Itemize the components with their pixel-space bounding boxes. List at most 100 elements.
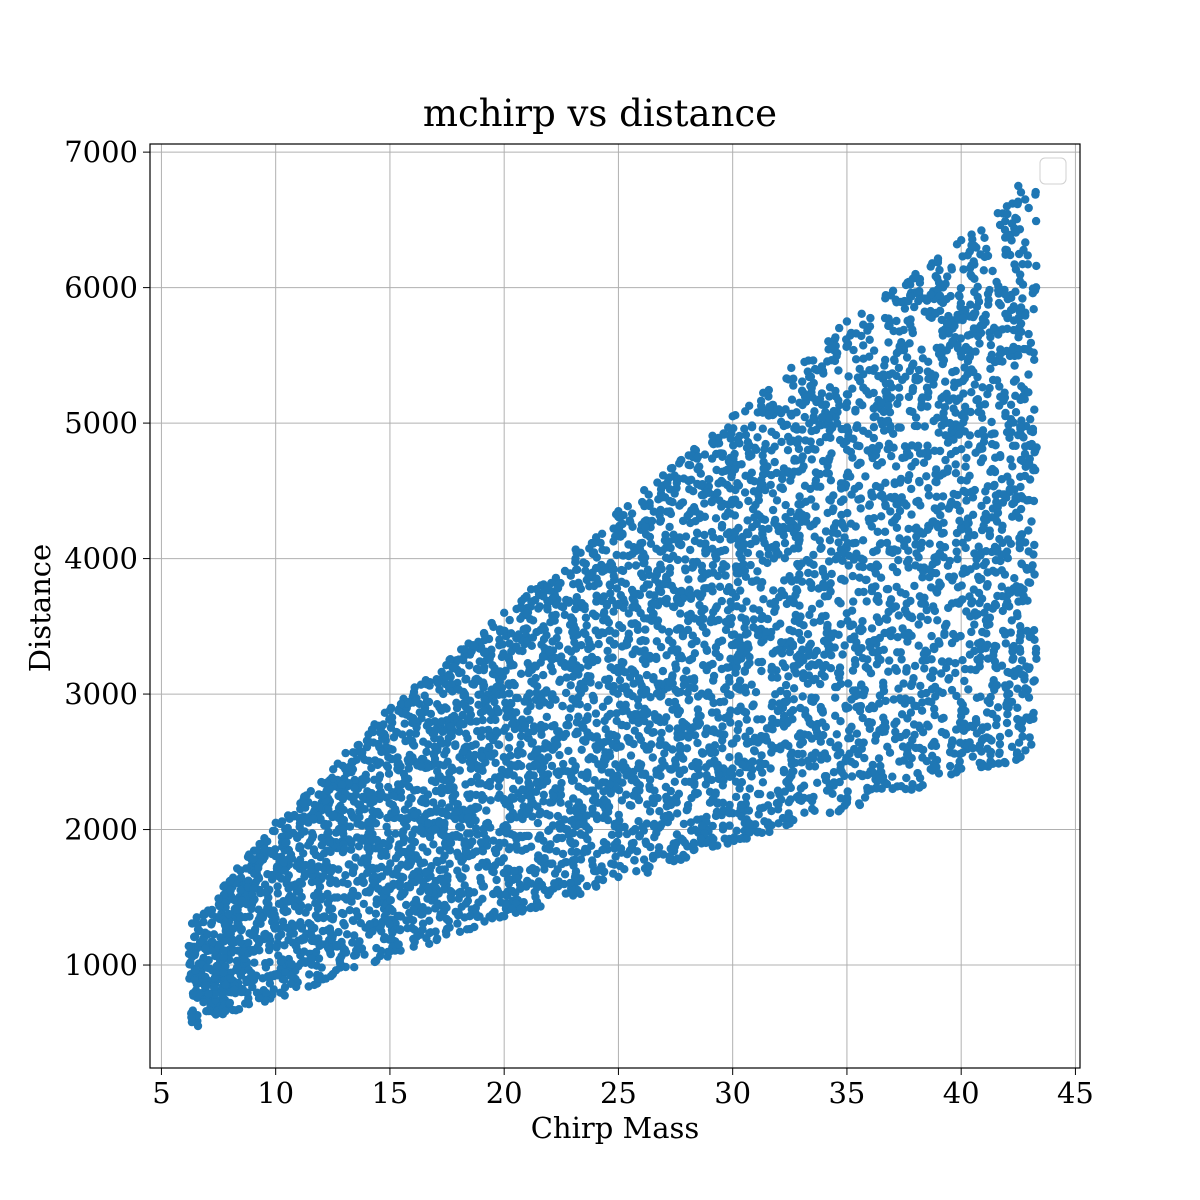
scatter-point: [701, 763, 711, 772]
scatter-point: [233, 905, 242, 914]
scatter-point: [844, 372, 853, 381]
scatter-point: [437, 667, 446, 677]
scatter-point: [555, 750, 564, 760]
scatter-point: [974, 550, 983, 559]
scatter-point: [948, 368, 957, 377]
scatter-point: [714, 479, 723, 488]
scatter-point: [368, 727, 378, 737]
scatter-point: [854, 495, 863, 504]
scatter-point: [917, 345, 926, 354]
scatter-point: [698, 749, 707, 758]
scatter-point: [994, 298, 1004, 308]
scatter-point: [535, 701, 544, 710]
scatter-point: [254, 905, 263, 914]
scatter-point: [990, 429, 999, 438]
scatter-point: [973, 639, 983, 648]
scatter-point: [880, 313, 890, 323]
scatter-point: [973, 282, 982, 291]
scatter-point: [956, 523, 966, 532]
scatter-point: [804, 568, 813, 578]
scatter-point: [618, 530, 627, 539]
scatter-point: [572, 847, 581, 857]
scatter-point: [708, 659, 717, 669]
scatter-point: [854, 647, 863, 657]
scatter-point: [731, 792, 741, 802]
scatter-point: [1008, 441, 1018, 450]
scatter-point: [645, 532, 655, 542]
scatter-point: [871, 412, 880, 421]
scatter-point: [1024, 203, 1033, 213]
scatter-point: [553, 833, 563, 843]
scatter-point: [341, 871, 350, 880]
scatter-point: [893, 399, 902, 408]
scatter-point: [757, 638, 766, 647]
scatter-point: [652, 689, 662, 698]
scatter-point: [780, 538, 790, 548]
scatter-point: [810, 570, 819, 579]
scatter-point: [805, 610, 814, 620]
scatter-point: [923, 402, 932, 411]
scatter-point: [712, 807, 722, 816]
scatter-point: [875, 699, 884, 708]
scatter-point: [465, 793, 474, 803]
scatter-point: [811, 724, 821, 733]
scatter-point: [727, 500, 736, 509]
scatter-point: [645, 775, 655, 784]
scatter-point: [1003, 690, 1012, 700]
scatter-point: [768, 489, 778, 498]
scatter-point: [345, 822, 355, 831]
scatter-point: [866, 313, 875, 323]
scatter-point: [926, 262, 935, 271]
scatter-point: [930, 704, 939, 713]
scatter-point: [671, 756, 680, 765]
scatter-point: [1016, 622, 1025, 631]
scatter-point: [678, 516, 688, 526]
scatter-point: [459, 645, 468, 654]
scatter-point: [658, 666, 668, 676]
scatter-point: [759, 464, 768, 473]
scatter-point: [980, 233, 989, 242]
scatter-point: [265, 979, 275, 988]
scatter-point: [1032, 261, 1041, 271]
scatter-point: [297, 924, 306, 933]
scatter-point: [631, 645, 640, 654]
scatter-point: [648, 753, 657, 762]
scatter-point: [677, 455, 686, 465]
scatter-point: [773, 786, 783, 795]
scatter-point: [788, 706, 798, 715]
scatter-point: [847, 695, 856, 704]
scatter-point: [929, 380, 938, 389]
scatter-point: [975, 575, 984, 585]
scatter-point: [583, 847, 592, 856]
scatter-point: [843, 787, 852, 796]
scatter-point: [232, 963, 242, 972]
scatter-point: [612, 550, 621, 560]
scatter-point: [305, 970, 314, 979]
scatter-point: [986, 340, 996, 350]
scatter-point: [890, 355, 899, 364]
scatter-point: [759, 534, 768, 544]
scatter-point: [967, 627, 976, 637]
scatter-point: [976, 692, 985, 701]
scatter-point: [879, 426, 889, 435]
scatter-point: [602, 601, 612, 610]
scatter-point: [805, 718, 814, 728]
scatter-point: [805, 558, 814, 567]
scatter-point: [906, 696, 916, 705]
scatter-point: [918, 449, 927, 458]
scatter-point: [965, 650, 975, 659]
scatter-point: [979, 437, 989, 446]
scatter-point: [836, 760, 845, 769]
scatter-point: [967, 388, 976, 397]
scatter-point: [899, 325, 908, 335]
scatter-point: [930, 710, 939, 720]
scatter-point: [842, 390, 852, 399]
chart-title: mchirp vs distance: [423, 92, 777, 135]
scatter-point: [800, 808, 809, 817]
scatter-point: [881, 502, 890, 511]
scatter-point: [996, 451, 1005, 460]
scatter-point: [789, 684, 799, 693]
scatter-point: [922, 472, 931, 481]
scatter-point: [965, 352, 974, 361]
scatter-point: [764, 385, 773, 395]
